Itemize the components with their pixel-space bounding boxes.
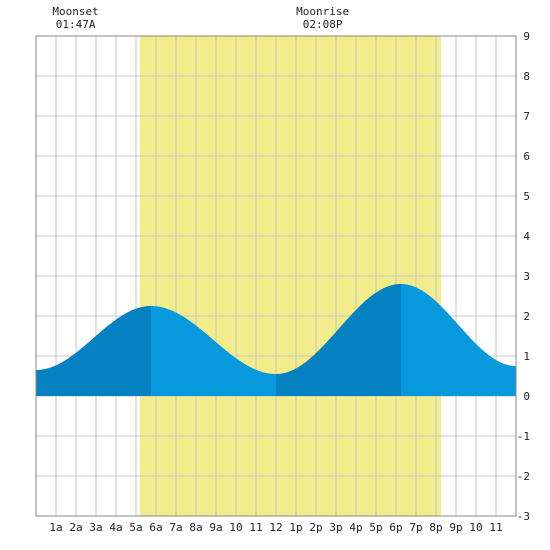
x-tick-label: 6p (389, 521, 402, 534)
y-tick-label: 2 (523, 310, 530, 323)
x-tick-label: 5a (129, 521, 142, 534)
moonset-label: Moonset (52, 5, 98, 18)
x-tick-label: 3a (89, 521, 102, 534)
x-axis-tick-labels: 1a 2a 3a 4a 5a 6a 7a 8a 9a 10 11 12 1p 2p 3p 4p 5p 6p 7p 8p… (49, 521, 502, 534)
tide-areas (36, 284, 516, 396)
x-tick-label: 2p (309, 521, 322, 534)
tide-area-rising (36, 306, 151, 396)
x-tick-label: 7p (409, 521, 422, 534)
y-tick-label: -2 (517, 470, 530, 483)
y-axis-tick-labels: -3 -2 -1 0 1 2 3 4 5 6 7 8 9 (517, 30, 531, 523)
tide-area-falling (151, 306, 276, 396)
x-tick-label: 1a (49, 521, 62, 534)
moonset-time: 01:47A (56, 18, 96, 31)
x-tick-label: 8p (429, 521, 442, 534)
moonrise-time: 02:08P (303, 18, 343, 31)
x-tick-label: 10 (469, 521, 482, 534)
y-tick-label: 5 (523, 190, 530, 203)
x-tick-label: 2a (69, 521, 82, 534)
x-tick-label: 11 (489, 521, 502, 534)
y-tick-label: 6 (523, 150, 530, 163)
moonrise-label: Moonrise (296, 5, 349, 18)
y-tick-label: 3 (523, 270, 530, 283)
x-tick-label: 4a (109, 521, 122, 534)
plot-border (35, 35, 517, 517)
x-tick-label: 6a (149, 521, 162, 534)
y-tick-label: 9 (523, 30, 530, 43)
grid-horizontal (36, 75, 516, 477)
x-tick-label: 8a (189, 521, 202, 534)
y-tick-label: -1 (517, 430, 530, 443)
x-tick-label: 9a (209, 521, 222, 534)
tide-area-rising (276, 284, 401, 396)
x-tick-label: 5p (369, 521, 382, 534)
x-tick-label: 1p (289, 521, 302, 534)
y-tick-label: 7 (523, 110, 530, 123)
y-tick-label: 1 (523, 350, 530, 363)
x-tick-label: 3p (329, 521, 342, 534)
y-tick-label: 0 (523, 390, 530, 403)
y-tick-label: 8 (523, 70, 530, 83)
x-tick-label: 7a (169, 521, 182, 534)
x-tick-label: 10 (229, 521, 242, 534)
y-tick-label: -3 (517, 510, 530, 523)
x-tick-label: 11 (249, 521, 262, 534)
x-tick-label: 12 (269, 521, 282, 534)
x-tick-label: 9p (449, 521, 462, 534)
y-tick-label: 4 (523, 230, 530, 243)
tide-area-falling (401, 284, 516, 396)
x-tick-label: 4p (349, 521, 362, 534)
